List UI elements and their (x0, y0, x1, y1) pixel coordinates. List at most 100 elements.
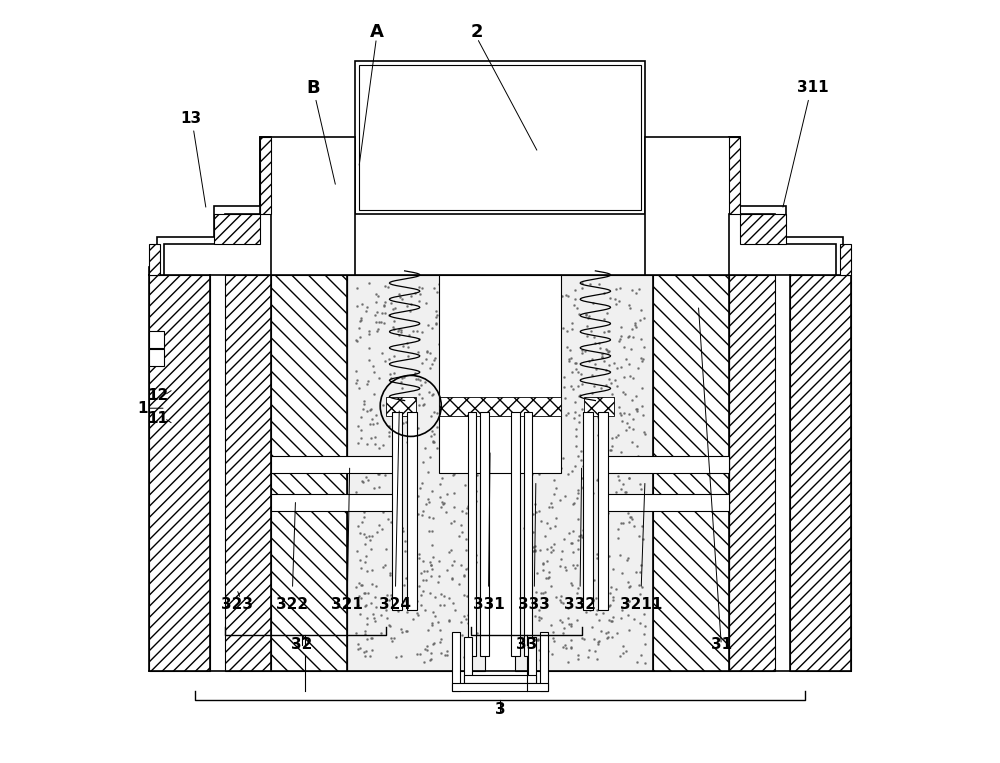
Point (524, 648, 540, 660)
Point (522, 293, 538, 305)
Point (619, 417, 635, 429)
Point (349, 545, 365, 557)
Point (582, 529, 598, 541)
Point (624, 394, 640, 406)
Point (410, 346, 426, 358)
Point (537, 586, 553, 598)
Point (578, 442, 594, 454)
Point (391, 323, 407, 335)
Point (541, 422, 557, 434)
Point (580, 430, 596, 442)
Point (581, 355, 597, 367)
Point (576, 633, 592, 645)
Point (429, 286, 445, 298)
Point (446, 487, 462, 499)
Point (463, 452, 479, 464)
Point (410, 508, 426, 520)
Point (570, 366, 586, 378)
Point (590, 638, 606, 650)
Point (563, 537, 579, 549)
Point (428, 304, 444, 317)
Point (628, 390, 644, 402)
Point (415, 574, 431, 586)
Point (583, 415, 599, 427)
Point (431, 278, 447, 291)
Point (597, 501, 613, 513)
Point (603, 443, 619, 456)
Point (573, 454, 589, 466)
Point (462, 548, 478, 560)
Point (432, 364, 448, 376)
Point (410, 423, 426, 435)
Point (359, 378, 375, 391)
Point (591, 635, 607, 647)
Point (626, 520, 642, 532)
Bar (439, 275, 561, 473)
Point (370, 324, 386, 336)
Point (584, 387, 600, 399)
Point (361, 451, 377, 463)
Point (632, 617, 648, 629)
Point (368, 409, 384, 421)
Point (621, 472, 637, 484)
Point (422, 654, 438, 666)
Point (531, 402, 547, 414)
Point (371, 316, 387, 328)
Point (377, 307, 393, 319)
Point (456, 407, 472, 419)
Point (412, 481, 428, 494)
Point (405, 586, 421, 598)
Point (421, 511, 437, 523)
Bar (407, 412, 417, 610)
Point (393, 650, 409, 662)
Point (349, 374, 365, 386)
Point (420, 624, 436, 636)
Point (515, 379, 531, 391)
Point (454, 422, 470, 434)
Point (432, 598, 448, 610)
Point (600, 507, 616, 520)
Point (436, 599, 452, 611)
Point (359, 565, 375, 578)
Point (622, 511, 638, 523)
Point (629, 439, 645, 452)
Point (635, 497, 651, 509)
Point (533, 638, 549, 650)
Point (463, 455, 479, 467)
Point (436, 283, 452, 295)
Point (554, 545, 570, 557)
Point (578, 307, 594, 320)
Point (603, 581, 619, 593)
Point (462, 594, 478, 607)
Point (533, 461, 549, 473)
Point (367, 438, 383, 450)
Point (459, 590, 475, 602)
Point (578, 428, 594, 440)
Point (552, 311, 568, 323)
Point (425, 511, 441, 523)
Point (458, 633, 474, 645)
Point (447, 341, 463, 353)
Point (582, 604, 598, 616)
Point (373, 626, 389, 639)
Point (357, 452, 373, 464)
Point (596, 287, 612, 299)
Point (575, 524, 591, 536)
Point (350, 520, 366, 532)
Point (432, 623, 448, 636)
Point (570, 449, 586, 462)
Point (454, 526, 470, 538)
Point (550, 416, 566, 428)
Point (436, 590, 452, 602)
Point (577, 546, 593, 558)
Point (439, 325, 455, 337)
Point (414, 509, 430, 521)
Point (421, 385, 437, 398)
Point (591, 566, 607, 578)
Point (599, 580, 615, 592)
Point (591, 400, 607, 412)
Point (361, 277, 377, 289)
Point (545, 626, 561, 638)
Point (607, 374, 623, 386)
Point (628, 287, 644, 299)
